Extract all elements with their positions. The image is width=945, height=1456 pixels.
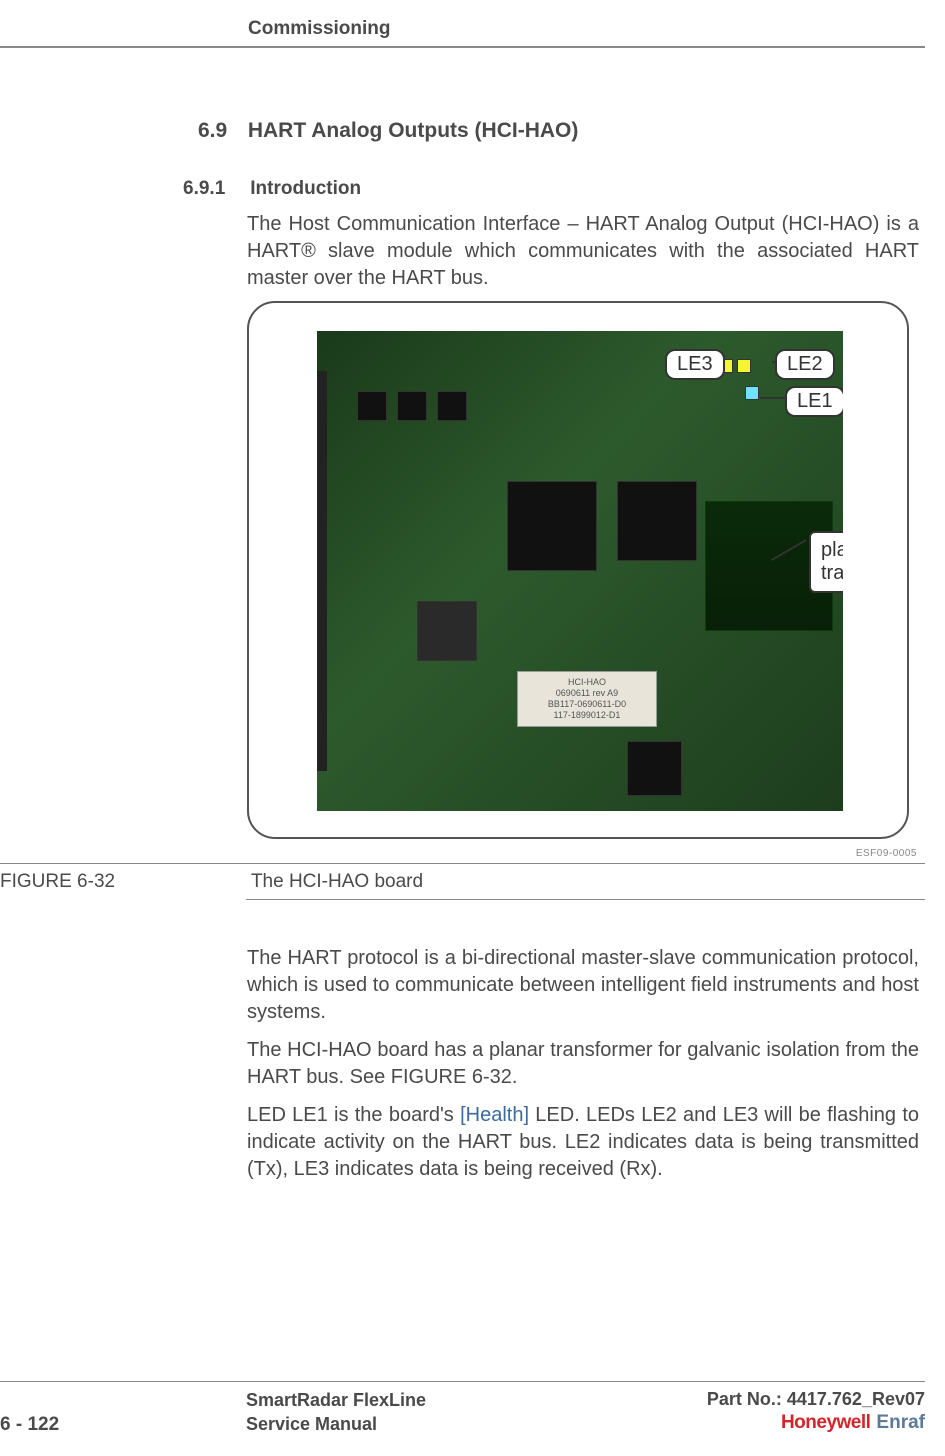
brand-enraf: Enraf [876,1412,925,1433]
chip-icon [507,481,597,571]
callout-le2: LE2 [775,349,835,380]
footer-doc-line2: Service Manual [246,1414,377,1434]
header-rule [0,46,925,48]
figure-caption-text: The HCI-HAO board [251,871,423,892]
footer-right: Part No.: 4417.762_Rev07 Honeywell Enraf [707,1388,925,1436]
leader-line [760,397,785,399]
intro-paragraph: The Host Communication Interface – HART … [247,211,919,292]
sticker-line: 117-1899012-D1 [554,710,621,721]
figure-code: ESF09-0005 [856,848,917,859]
chip-icon [397,391,427,421]
subsection-number: 6.9.1 [183,178,245,200]
section-title: HART Analog Outputs (HCI-HAO) [248,119,579,142]
health-link: [Health] [460,1104,529,1126]
caption-rule-bottom [246,899,925,900]
body-paragraph: The HART protocol is a bi-directional ma… [247,945,919,1026]
part-number: Part No.: 4417.762_Rev07 [707,1389,925,1409]
sticker-line: BB117-0690611-D0 [548,699,626,710]
subsection-title: Introduction [250,178,361,199]
brand-honeywell: Honeywell [781,1412,870,1433]
led-le2-icon [737,359,751,373]
footer-doc-title: SmartRadar FlexLine Service Manual [246,1389,707,1436]
page-header: Commissioning [0,18,925,48]
figure-frame: HCI-HAO 0690611 rev A9 BB117-0690611-D0 … [247,301,909,839]
chapter-title: Commissioning [248,18,925,46]
callout-planar-transformer: planar transformer [809,531,843,593]
p3-pre: LED LE1 is the board's [247,1104,460,1126]
footer-row: 6 - 122 SmartRadar FlexLine Service Manu… [0,1388,925,1436]
body-paragraph: The HCI-HAO board has a planar transform… [247,1037,919,1091]
callout-planar-line2: transformer [821,562,843,584]
page-number: 6 - 122 [0,1392,246,1436]
callout-le3: LE3 [665,349,725,380]
section-heading: 6.9 HART Analog Outputs (HCI-HAO) [198,119,925,143]
caption-rule-top [0,863,925,864]
figure-number: FIGURE 6-32 [0,871,246,893]
chip-icon [617,481,697,561]
callout-le1: LE1 [785,386,843,417]
chip-icon [417,601,477,661]
section-number: 6.9 [198,119,242,143]
board-label-sticker: HCI-HAO 0690611 rev A9 BB117-0690611-D0 … [517,671,657,727]
led-le1-icon [745,386,759,400]
body-paragraph: LED LE1 is the board's [Health] LED. LED… [247,1102,919,1183]
pcb-board: HCI-HAO 0690611 rev A9 BB117-0690611-D0 … [317,331,843,811]
sticker-line: HCI-HAO [568,677,606,688]
chip-icon [627,741,682,796]
page-footer: 6 - 122 SmartRadar FlexLine Service Manu… [0,1381,925,1436]
footer-rule [0,1381,925,1382]
sticker-line: 0690611 rev A9 [556,688,618,699]
chip-icon [437,391,467,421]
callout-planar-line1: planar [821,539,843,561]
chip-icon [357,391,387,421]
footer-doc-line1: SmartRadar FlexLine [246,1390,426,1410]
figure-label: FIGURE 6-32 The HCI-HAO board [0,871,423,893]
edge-connector [317,371,327,771]
subsection-heading: 6.9.1 Introduction [183,178,361,200]
pcb-illustration: HCI-HAO 0690611 rev A9 BB117-0690611-D0 … [317,331,843,811]
